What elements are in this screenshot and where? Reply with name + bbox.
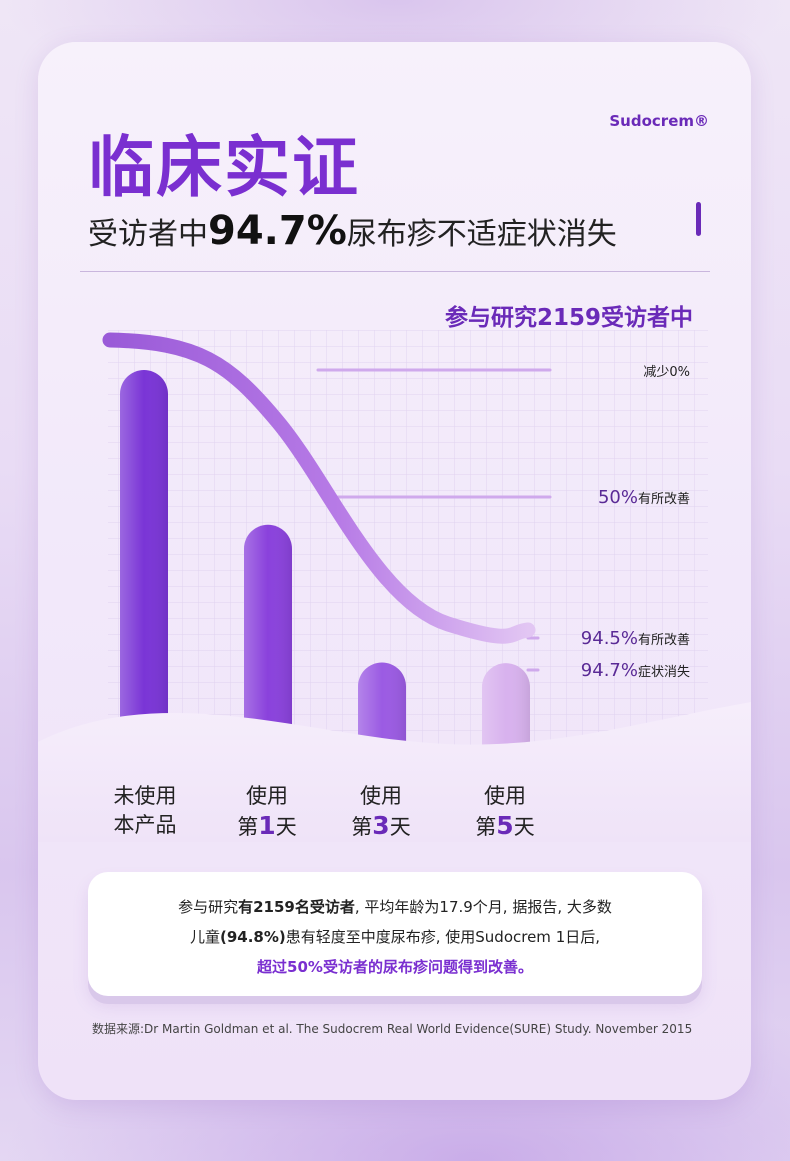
annotation-2: 94.5%有所改善 [581, 628, 690, 649]
chart-grid [108, 330, 708, 770]
annotation-1: 50%有所改善 [598, 487, 690, 508]
trend-curve [102, 332, 536, 644]
note-bold: (94.8%) [219, 928, 286, 946]
brand-logo: Sudocrem® [609, 112, 709, 130]
category-prefix: 第 [237, 815, 259, 839]
subtitle-highlight: 94.7% [208, 208, 347, 254]
category-suffix: 天 [513, 815, 535, 839]
bars [120, 370, 530, 772]
accent-bar [696, 202, 701, 236]
category-suffix: 天 [389, 815, 411, 839]
note-line-3: 超过50%受访者的尿布疹问题得到改善。 [257, 958, 533, 976]
subtitle-prefix: 受访者中 [88, 217, 208, 252]
guide-lines [316, 368, 552, 672]
note-text: 参与研究 [178, 898, 239, 916]
bar-shine-1 [244, 524, 292, 772]
category-line1: 使用 [484, 784, 526, 808]
category-line1: 使用 [360, 784, 402, 808]
chart-title: 参与研究2159受访者中 [444, 305, 693, 331]
info-card: 临床实证 Sudocrem® 受访者中94.7%尿布疹不适症状消失 [38, 42, 751, 1100]
note-line-2: 儿童(94.8%)患有轻度至中度尿布疹, 使用Sudocrem 1日后, [88, 926, 702, 947]
category-suffix: 天 [275, 815, 297, 839]
page-title: 临床实证 [88, 129, 360, 206]
note-bold: 有2159名受访者 [238, 898, 355, 916]
category-prefix: 第 [475, 815, 497, 839]
category-day-number: 5 [496, 811, 514, 840]
study-note-box: 参与研究有2159名受访者, 平均年龄为17.9个月, 据报告, 大多数 儿童(… [88, 872, 702, 996]
category-day-number: 1 [258, 811, 276, 840]
annotation-0: 减少0% [643, 365, 690, 380]
bar-chart: 减少0% 50%有所改善 94.5%有所改善 94.7%症状消失 [38, 330, 751, 842]
note-text: , 平均年龄为17.9个月, 据报告, 大多数 [354, 898, 612, 916]
annotations: 减少0% 50%有所改善 94.5%有所改善 94.7%症状消失 [581, 365, 690, 681]
category-prefix: 第 [351, 815, 373, 839]
note-line-1: 参与研究有2159名受访者, 平均年龄为17.9个月, 据报告, 大多数 [88, 896, 702, 917]
category-line2: 本产品 [113, 813, 177, 837]
category-label-day3: 使用 第3天 [326, 782, 436, 842]
category-label-day1: 使用 第1天 [212, 782, 322, 842]
annotation-3: 94.7%症状消失 [581, 660, 690, 681]
category-label-day5: 使用 第5天 [450, 782, 560, 842]
category-day-number: 3 [372, 811, 390, 840]
header-divider [80, 271, 710, 272]
wave-overlay [38, 702, 751, 842]
note-text: 儿童 [189, 928, 220, 946]
category-line1: 未使用 [113, 784, 177, 808]
bar-shine-0 [120, 370, 168, 772]
note-text: 患有轻度至中度尿布疹, 使用Sudocrem 1日后, [285, 928, 601, 946]
data-source: 数据来源:Dr Martin Goldman et al. The Sudocr… [92, 1022, 693, 1036]
category-label-no-product: 未使用 本产品 [90, 782, 200, 840]
page-subtitle: 受访者中94.7%尿布疹不适症状消失 [88, 208, 617, 254]
category-line1: 使用 [246, 784, 288, 808]
subtitle-suffix: 尿布疹不适症状消失 [346, 217, 617, 252]
